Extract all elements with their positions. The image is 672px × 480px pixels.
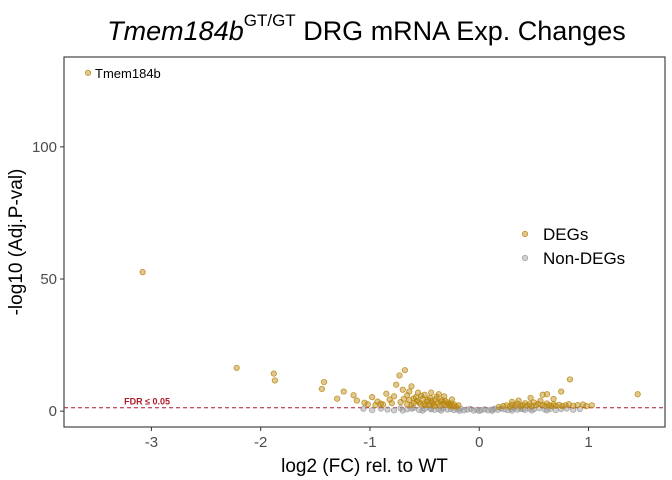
data-point-degs <box>566 376 574 383</box>
data-point-degs <box>424 396 431 403</box>
y-axis-title: -log10 (Adj.P-val) <box>6 169 27 316</box>
data-point-degs <box>350 392 357 399</box>
data-point-degs <box>515 397 522 404</box>
x-axis-title: log2 (FC) rel. to WT <box>281 456 448 477</box>
data-point-non-degs <box>437 407 445 414</box>
data-point-degs <box>320 378 328 386</box>
scatter-points <box>84 69 641 414</box>
data-point-degs <box>431 402 438 409</box>
data-point-degs <box>372 401 379 409</box>
data-point-degs <box>448 396 456 403</box>
point-label: Tmem184b <box>95 66 161 81</box>
data-point-degs <box>634 391 641 398</box>
data-point-degs <box>574 401 581 409</box>
data-point-degs <box>396 372 403 379</box>
point-annotations: Tmem184b <box>95 66 161 81</box>
x-tick-label: -2 <box>254 434 267 451</box>
data-point-degs <box>379 401 387 408</box>
data-point-degs <box>364 401 371 408</box>
chart-title-text: Tmem184bGT/GT DRG mRNA Exp. Changes <box>107 11 626 46</box>
data-point-degs <box>588 402 595 409</box>
data-point-degs <box>393 381 400 388</box>
data-point-degs <box>270 370 277 377</box>
data-point-degs <box>455 402 462 409</box>
data-point-degs <box>527 394 534 402</box>
data-point-degs <box>583 403 590 410</box>
data-point-non-degs <box>360 405 367 412</box>
data-point-degs <box>408 383 415 390</box>
data-point-degs <box>579 401 587 408</box>
chart-title: Tmem184bGT/GT DRG mRNA Exp. Changes <box>107 11 626 46</box>
data-point-degs <box>401 367 409 374</box>
data-point-degs <box>390 393 398 400</box>
y-tick-label: 0 <box>49 403 57 420</box>
legend-key-non-degs <box>521 254 529 262</box>
data-point-degs <box>340 388 347 395</box>
x-tick-label: 0 <box>475 434 483 451</box>
data-point-degs <box>233 364 240 371</box>
title-genotype-superscript: GT/GT <box>244 11 296 30</box>
legend-label-degs: DEGs <box>543 225 588 244</box>
data-point-degs <box>435 391 442 398</box>
title-gene-name: Tmem184b <box>107 16 244 46</box>
data-point-degs <box>139 269 146 276</box>
y-tick-label: 50 <box>40 271 57 288</box>
data-point-non-degs <box>504 406 511 414</box>
y-axis: 0 50 100 <box>32 139 64 420</box>
data-point-degs <box>388 400 395 407</box>
data-point-degs <box>400 395 407 403</box>
data-point-non-degs <box>419 407 426 414</box>
x-tick-label: 1 <box>584 434 592 451</box>
data-point-non-degs <box>489 407 496 414</box>
y-tick-label: 100 <box>32 139 57 156</box>
data-point-degs <box>369 394 376 401</box>
data-point-degs <box>543 391 551 398</box>
data-point-non-degs <box>390 407 398 414</box>
data-point-degs <box>353 397 360 404</box>
data-point-non-degs <box>369 406 376 414</box>
x-tick-label: -3 <box>145 434 158 451</box>
data-point-degs <box>413 397 421 405</box>
legend: DEGs Non-DEGs <box>521 225 625 268</box>
fdr-threshold-label: FDR ≤ 0.05 <box>124 397 170 407</box>
data-point-degs <box>318 385 325 393</box>
data-point-degs <box>399 386 406 393</box>
data-point-degs <box>558 388 565 395</box>
data-point-degs <box>271 377 278 384</box>
data-point-non-degs <box>399 407 406 414</box>
data-point-degs <box>361 399 368 406</box>
data-point-degs <box>406 388 413 395</box>
x-axis: -3 -2 -1 0 1 <box>145 427 593 451</box>
legend-label-non-degs: Non-DEGs <box>543 249 625 268</box>
data-point-degs <box>428 389 435 396</box>
legend-key-degs <box>521 230 529 238</box>
data-point-degs <box>334 395 341 402</box>
data-point-degs <box>418 392 425 399</box>
plot-panel-border <box>63 56 666 428</box>
data-point-degs <box>539 391 546 398</box>
data-point-degs <box>508 398 516 405</box>
data-point-degs <box>383 390 390 397</box>
data-point-non-degs <box>408 405 415 412</box>
data-point-degs <box>422 402 429 409</box>
series-degs <box>84 69 641 411</box>
data-point-degs <box>374 398 381 405</box>
data-point-degs <box>84 69 92 76</box>
data-point-degs <box>555 401 563 408</box>
x-tick-label: -1 <box>363 434 376 451</box>
title-rest: DRG mRNA Exp. Changes <box>296 16 626 46</box>
data-point-degs <box>442 397 449 405</box>
data-point-degs <box>408 402 415 409</box>
data-point-non-degs <box>467 405 474 413</box>
data-point-non-degs <box>384 406 391 413</box>
data-point-degs <box>550 395 557 403</box>
data-point-non-degs <box>528 407 535 414</box>
